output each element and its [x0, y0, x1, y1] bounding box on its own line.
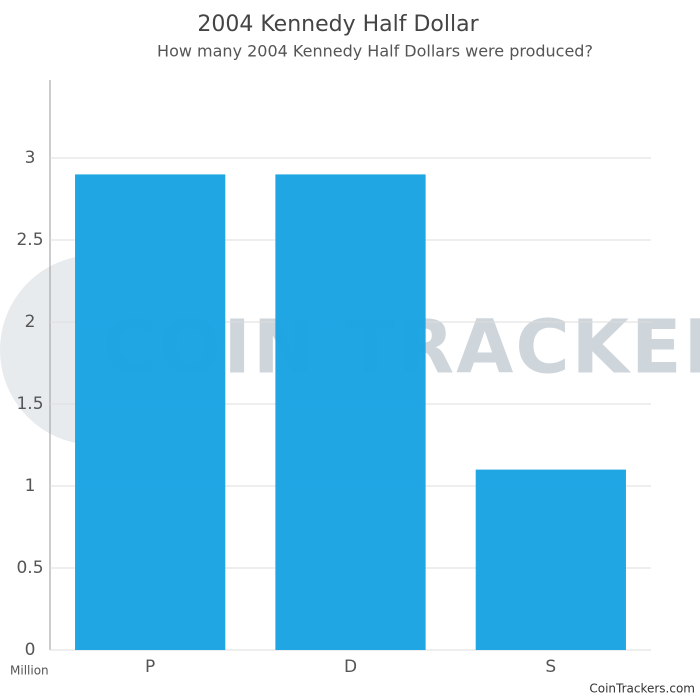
bar	[475, 469, 626, 650]
chart-subtitle: How many 2004 Kennedy Half Dollars were …	[157, 42, 593, 61]
bar	[75, 174, 226, 650]
source: CoinTrackers.com	[589, 682, 695, 696]
bar	[275, 174, 426, 650]
y-tick-label: 2.5	[16, 230, 43, 250]
y-tick-label: 0.5	[16, 558, 43, 578]
x-tick-label: P	[145, 657, 155, 677]
x-tick-label: D	[344, 657, 357, 677]
y-tick-label: 1	[25, 476, 36, 496]
y-tick-label: 3	[25, 148, 36, 168]
y-tick-label: 2	[25, 312, 36, 332]
chart-title: 2004 Kennedy Half Dollar	[197, 12, 479, 37]
y-tick-label: 0	[25, 640, 36, 660]
y-unit: Million	[10, 664, 49, 678]
y-tick-label: 1.5	[16, 394, 43, 414]
x-tick-label: S	[545, 657, 556, 677]
